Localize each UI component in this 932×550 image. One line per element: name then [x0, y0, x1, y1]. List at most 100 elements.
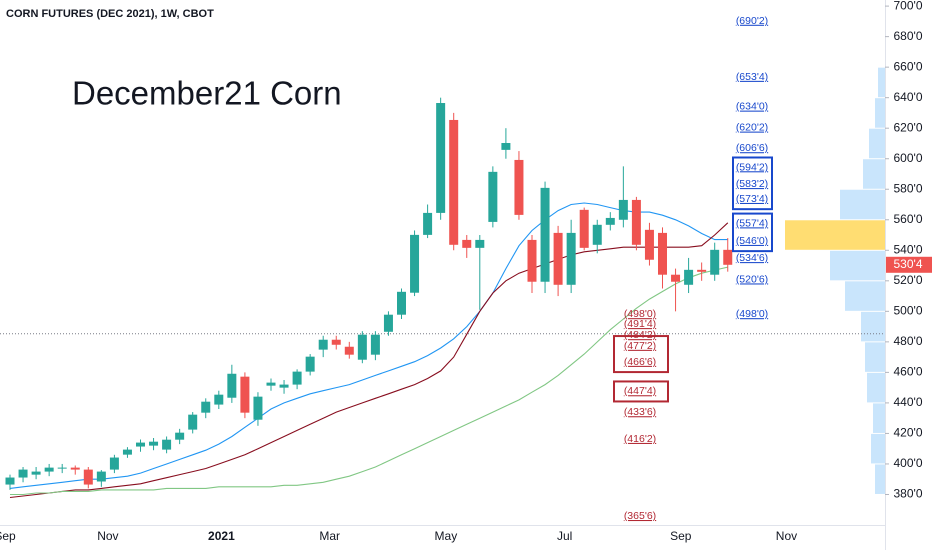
- candle-body: [5, 477, 15, 485]
- level-label: (498'0): [624, 308, 656, 320]
- candle-body: [475, 239, 485, 248]
- volume-profile-bar: [875, 98, 885, 128]
- candle-body: [697, 269, 707, 272]
- y-tick-label: 560'0: [894, 212, 923, 226]
- y-tick-label: 460'0: [894, 365, 923, 379]
- indicator-line: [9, 202, 728, 489]
- candle-body: [592, 224, 602, 245]
- candle-body: [253, 396, 263, 420]
- candle-body: [527, 239, 537, 282]
- candle-body: [723, 249, 733, 265]
- chart-title: CORN FUTURES (DEC 2021), 1W, CBOT: [6, 8, 214, 20]
- level-label: (416'2): [624, 433, 656, 445]
- candle-body: [266, 382, 276, 386]
- x-tick-label: 2021: [208, 529, 235, 543]
- y-tick-label: 500'0: [894, 304, 923, 318]
- candle-body: [57, 467, 67, 469]
- volume-profile-bar: [867, 372, 885, 403]
- candle-body: [331, 339, 341, 345]
- candle-body: [136, 442, 145, 447]
- level-label: (477'2): [624, 340, 656, 352]
- candle-body: [684, 269, 694, 285]
- highlight-box: [613, 335, 669, 374]
- candle-body: [658, 232, 667, 275]
- level-label: (620'2): [736, 122, 768, 134]
- level-label: (365'6): [624, 510, 656, 522]
- candle-body: [566, 232, 576, 285]
- indicator-line: [9, 222, 729, 499]
- candle-body: [605, 217, 615, 225]
- highlight-box: [613, 380, 669, 403]
- volume-profile-bar: [863, 159, 885, 189]
- candle-body: [423, 212, 433, 235]
- volume-profile-bar: [873, 403, 885, 433]
- y-tick-label: 660'0: [894, 59, 923, 73]
- candle-body: [370, 334, 380, 355]
- candle-body: [44, 467, 54, 472]
- candle-body: [383, 314, 393, 332]
- candle-body: [188, 414, 198, 430]
- candle-body: [462, 239, 472, 248]
- y-tick-label: 420'0: [894, 426, 923, 440]
- level-label: (466'6): [624, 356, 656, 368]
- x-tick-label: Sep: [0, 529, 16, 543]
- y-tick-label: 600'0: [894, 151, 923, 165]
- candle-body: [201, 401, 211, 413]
- candle-body: [83, 469, 93, 485]
- x-tick-label: Nov: [97, 529, 118, 543]
- level-label: (498'0): [736, 308, 768, 320]
- candle-body: [449, 119, 459, 245]
- y-tick-label: 700'0: [894, 0, 923, 12]
- candle-body: [631, 199, 641, 245]
- annotation: December21 Corn: [72, 75, 342, 112]
- level-label: (447'4): [624, 385, 656, 397]
- volume-profile-bar: [878, 67, 885, 98]
- level-label: (653'4): [736, 71, 768, 83]
- candle-body: [18, 469, 28, 478]
- volume-profile-bar: [785, 220, 885, 250]
- x-tick-label: May: [435, 529, 458, 543]
- y-tick-label: 620'0: [894, 120, 923, 134]
- candle-body: [501, 143, 511, 150]
- candle-body: [357, 334, 367, 360]
- volume-profile-bar: [875, 464, 885, 494]
- level-label: (433'6): [624, 406, 656, 418]
- level-label: (520'6): [736, 273, 768, 285]
- x-tick-label: Nov: [776, 529, 797, 543]
- indicator-line: [10, 266, 728, 496]
- volume-profile-bar: [845, 281, 885, 311]
- volume-profile-bar: [865, 342, 885, 372]
- y-tick-label: 680'0: [894, 29, 923, 43]
- candle-body: [540, 187, 550, 282]
- candle-body: [149, 441, 159, 446]
- x-tick-label: Mar: [319, 529, 340, 543]
- level-label: (491'4): [624, 318, 656, 330]
- candle-body: [618, 199, 628, 220]
- candle-body: [671, 274, 681, 282]
- volume-profile-bar: [871, 433, 885, 464]
- volume-profile-bar: [830, 250, 885, 281]
- y-tick-label: 400'0: [894, 456, 923, 470]
- candle-body: [579, 209, 589, 248]
- last-price-label: 530'4: [894, 257, 923, 271]
- y-tick-label: 540'0: [894, 242, 923, 256]
- candle-body: [436, 103, 446, 213]
- candle-body: [292, 371, 302, 385]
- y-tick-label: 580'0: [894, 181, 923, 195]
- candle-body: [122, 449, 132, 455]
- candle-body: [70, 467, 80, 470]
- candle-body: [644, 229, 654, 260]
- y-tick-label: 640'0: [894, 90, 923, 104]
- level-label: (534'6): [736, 252, 768, 264]
- candle-body: [175, 432, 185, 440]
- candle-body: [514, 159, 524, 215]
- level-label: (573'4): [736, 193, 768, 205]
- candle-body: [214, 394, 224, 405]
- volume-profile-bar: [840, 189, 885, 220]
- candle-body: [162, 439, 172, 450]
- candle-body: [279, 384, 289, 388]
- candle-body: [488, 171, 498, 222]
- candle-body: [410, 234, 420, 293]
- y-tick-label: 480'0: [894, 334, 923, 348]
- y-tick-label: 520'0: [894, 273, 923, 287]
